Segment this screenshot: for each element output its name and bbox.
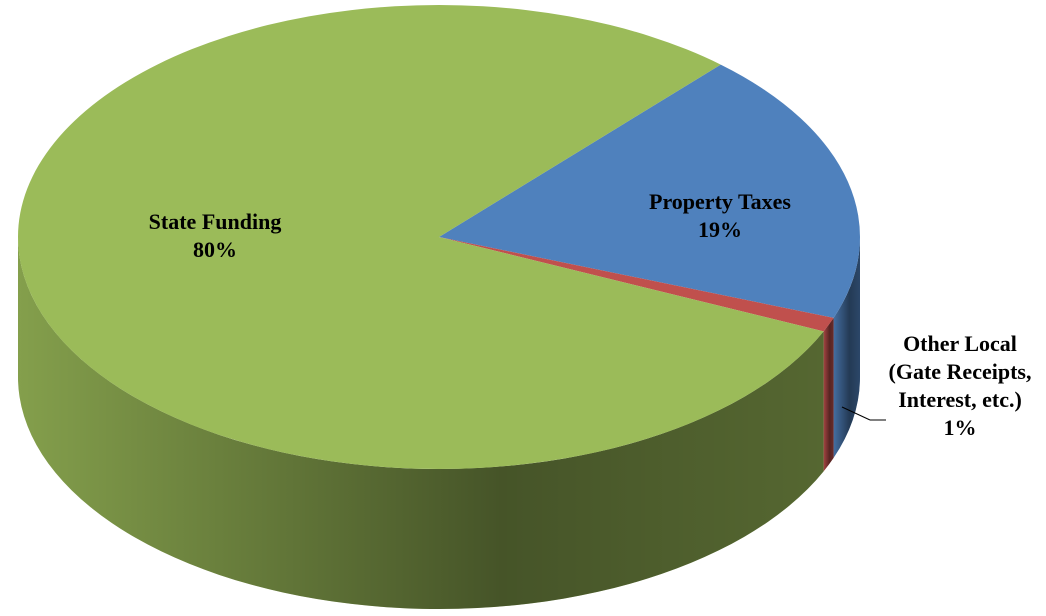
data-label: Other Local (Gate Receipts, Interest, et…: [880, 330, 1040, 442]
value-label: 19%: [698, 217, 742, 242]
pie-side-shade: [823, 317, 834, 472]
value-label: 80%: [193, 237, 237, 262]
pie-slice: [18, 4, 824, 470]
value-label: 1%: [943, 415, 977, 440]
category-label: Other Local (Gate Receipts, Interest, et…: [888, 331, 1032, 412]
pie-slice: [439, 237, 834, 332]
category-label: State Funding: [148, 209, 282, 234]
data-label: Property Taxes 19%: [600, 188, 840, 244]
pie-side-shade: [18, 237, 824, 610]
pie-side-shade: [833, 237, 860, 458]
data-label: State Funding 80%: [105, 208, 325, 264]
category-label: Property Taxes: [649, 189, 791, 214]
leader-line: [841, 406, 871, 421]
pie-slice: [439, 64, 860, 318]
